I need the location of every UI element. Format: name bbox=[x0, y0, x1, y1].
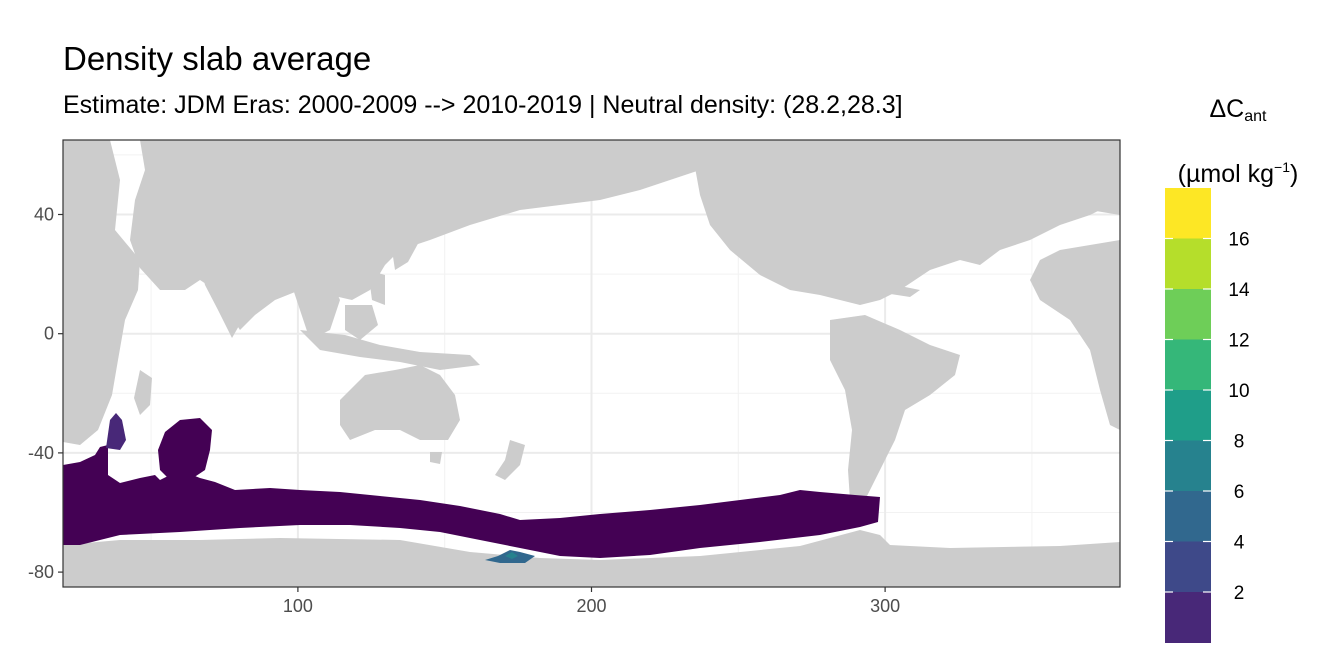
land-japan bbox=[392, 215, 420, 270]
southern-ocean-band bbox=[63, 445, 880, 558]
land-indonesia bbox=[300, 330, 480, 370]
legend-label: 16 bbox=[1228, 230, 1249, 251]
legend-label: 14 bbox=[1228, 280, 1250, 301]
legend-label: 12 bbox=[1228, 331, 1249, 352]
land-borneo bbox=[345, 305, 378, 340]
legend-label: 2 bbox=[1234, 583, 1245, 604]
land-philippines bbox=[368, 270, 385, 305]
legend-color-step bbox=[1165, 238, 1211, 290]
legend-color-step bbox=[1165, 289, 1211, 340]
x-tick-label: 200 bbox=[576, 596, 606, 616]
legend-color-step bbox=[1165, 592, 1211, 643]
chart-subtitle: Estimate: JDM Eras: 2000-2009 --> 2010-2… bbox=[63, 91, 903, 119]
x-tick-label: 300 bbox=[870, 596, 900, 616]
land-australia bbox=[340, 365, 460, 440]
legend-label: 6 bbox=[1234, 482, 1245, 503]
legend: 16 14 12 10 8 6 4 2 bbox=[1165, 188, 1250, 643]
ross-sea-core bbox=[505, 552, 518, 559]
legend-color-step bbox=[1165, 491, 1211, 542]
legend-title: ΔCant (µmol kg−1) bbox=[1177, 95, 1299, 188]
data-layer bbox=[63, 413, 880, 563]
x-tick-label: 100 bbox=[283, 596, 313, 616]
land-south-america bbox=[830, 315, 960, 500]
land-north-america bbox=[690, 140, 1120, 305]
western-indian-sector bbox=[106, 413, 126, 450]
legend-color-step bbox=[1165, 440, 1211, 492]
legend-color-step bbox=[1165, 541, 1211, 593]
land-africa-east bbox=[1030, 240, 1120, 430]
land-india bbox=[200, 265, 260, 338]
land-madagascar bbox=[134, 370, 152, 415]
land-antarctica bbox=[63, 530, 1120, 587]
land-tasmania bbox=[430, 452, 442, 464]
legend-color-step bbox=[1165, 390, 1211, 441]
land-caribbean bbox=[878, 282, 920, 297]
y-tick-label: 0 bbox=[44, 324, 54, 344]
land-new-zealand bbox=[495, 440, 525, 480]
land-layer bbox=[63, 140, 1120, 587]
legend-label: 4 bbox=[1234, 533, 1245, 554]
chart-title: Density slab average bbox=[63, 40, 372, 77]
land-africa bbox=[63, 140, 140, 445]
y-tick-label: 40 bbox=[34, 205, 54, 225]
legend-color-step bbox=[1165, 339, 1211, 391]
land-se-asia bbox=[290, 278, 340, 340]
land-greenland bbox=[1010, 140, 1120, 215]
kerguelen-plateau bbox=[158, 418, 212, 480]
legend-label: 10 bbox=[1228, 381, 1249, 402]
y-tick-label: -80 bbox=[28, 562, 54, 582]
legend-label: 8 bbox=[1234, 432, 1245, 453]
legend-color-step bbox=[1165, 188, 1211, 239]
y-tick-label: -40 bbox=[28, 443, 54, 463]
